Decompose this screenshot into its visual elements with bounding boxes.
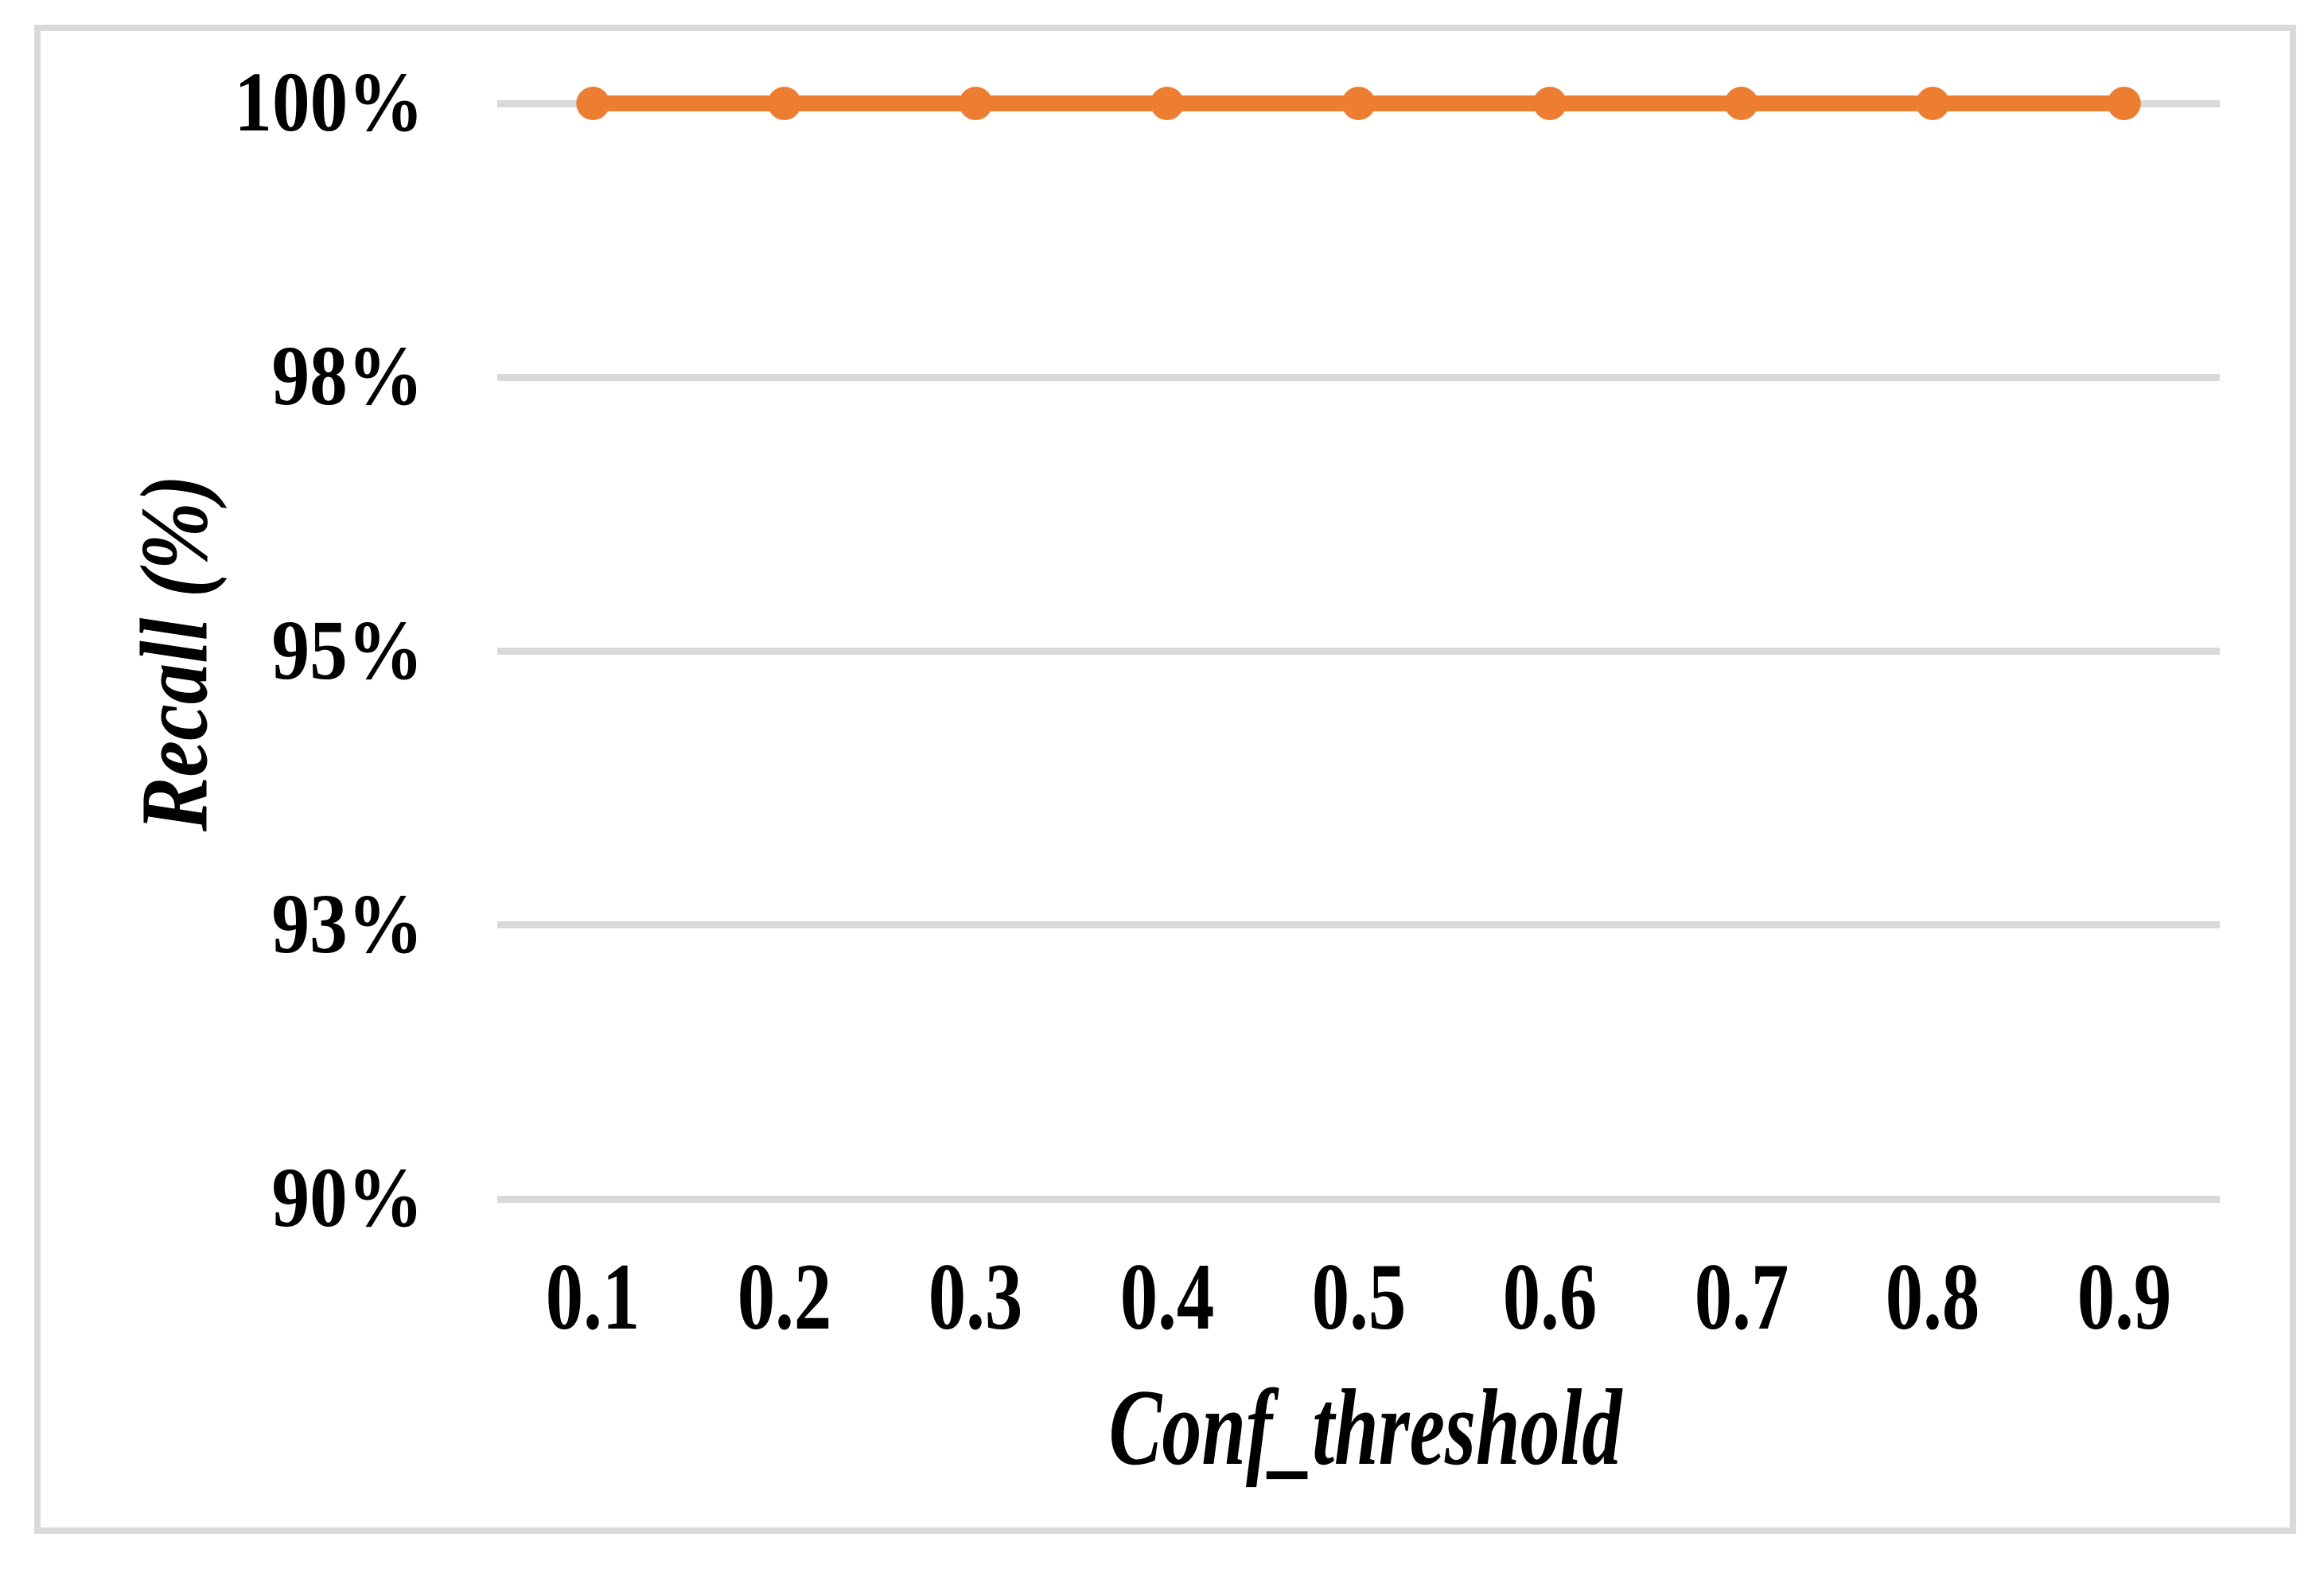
gridline xyxy=(497,921,2220,929)
y-axis-title: Recall (%) xyxy=(121,474,228,832)
x-tick-label: 0.8 xyxy=(1885,1243,1980,1349)
y-tick-label: 90% xyxy=(271,1151,423,1245)
x-tick-label: 0.5 xyxy=(1311,1243,1406,1349)
x-tick-label: 0.2 xyxy=(737,1243,832,1349)
x-tick-label: 0.1 xyxy=(546,1243,640,1349)
gridline xyxy=(497,373,2220,381)
gridline xyxy=(497,1195,2220,1203)
x-axis-title: Conf_threshold xyxy=(1108,1367,1622,1488)
y-tick-label: 100% xyxy=(233,56,423,150)
gridline xyxy=(497,99,2220,107)
y-tick-label: 98% xyxy=(271,329,423,424)
chart-border xyxy=(34,25,2296,1534)
x-tick-label: 0.4 xyxy=(1119,1243,1215,1349)
x-tick-label: 0.9 xyxy=(2077,1243,2171,1349)
x-tick-label: 0.3 xyxy=(928,1243,1023,1349)
gridline xyxy=(497,648,2220,655)
y-tick-label: 95% xyxy=(271,603,423,698)
y-tick-label: 93% xyxy=(271,877,423,971)
x-tick-label: 0.6 xyxy=(1502,1243,1598,1349)
x-tick-label: 0.7 xyxy=(1694,1243,1789,1349)
